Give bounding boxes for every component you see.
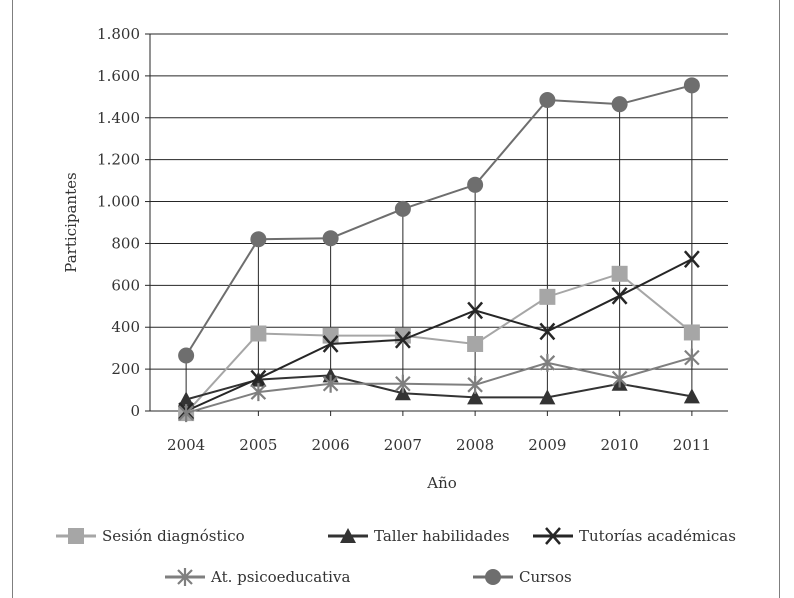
legend-label: Taller habilidades — [374, 527, 510, 545]
x-tick-label: 2009 — [528, 436, 566, 454]
y-tick-label: 1.600 — [97, 67, 140, 85]
x-tick-label: 2006 — [312, 436, 350, 454]
data-point-cursos — [467, 176, 484, 193]
y-tick-label: 600 — [111, 276, 140, 294]
data-point-tutorias-academicas — [322, 335, 339, 353]
data-point-at-psicoeducativa — [250, 383, 267, 402]
legend-marker — [545, 527, 561, 545]
data-point-at-psicoeducativa — [539, 353, 556, 372]
legend-marker — [340, 528, 356, 543]
data-point-sesion-diagnostico — [539, 288, 556, 305]
data-point-at-psicoeducativa — [395, 374, 411, 393]
data-point-at-psicoeducativa — [684, 348, 700, 367]
data-point-tutorias-academicas — [394, 330, 411, 349]
data-point-cursos — [394, 200, 411, 217]
series-cursos — [178, 77, 700, 364]
data-point-at-psicoeducativa — [322, 374, 339, 393]
legend-item-taller-habilidades: Taller habilidades — [328, 527, 510, 545]
data-point-cursos — [178, 347, 195, 364]
legend-item-at-psicoeducativa: At. psicoeducativa — [165, 568, 350, 586]
data-point-tutorias-academicas — [611, 286, 628, 305]
y-tick-label: 400 — [111, 318, 140, 336]
data-point-at-psicoeducativa — [467, 375, 483, 394]
data-point-cursos — [611, 96, 628, 113]
data-point-taller-habilidades — [467, 389, 484, 405]
series-tutorias-academicas — [178, 250, 700, 420]
legend-item-sesion-diagnostico: Sesión diagnóstico — [56, 527, 245, 545]
series-line-sesion-diagnostico — [185, 272, 693, 414]
x-tick-label: 2008 — [456, 436, 494, 454]
data-point-tutorias-academicas — [250, 369, 267, 388]
data-point-taller-habilidades — [178, 391, 195, 407]
legend-label: Tutorías académicas — [579, 527, 736, 545]
data-point-sesion-diagnostico — [467, 335, 484, 352]
data-point-taller-habilidades — [683, 388, 700, 404]
y-tick-label: 1.400 — [97, 109, 140, 127]
data-point-taller-habilidades — [539, 389, 556, 405]
x-tick-label: 2011 — [673, 436, 711, 454]
data-point-at-psicoeducativa — [611, 369, 628, 388]
data-point-tutorias-academicas — [539, 322, 556, 341]
data-point-tutorias-academicas — [467, 301, 484, 320]
series-line-tutorias-academicas — [185, 258, 693, 412]
y-tick-label: 0 — [130, 402, 140, 420]
legend-marker — [485, 569, 501, 585]
y-tick-label: 200 — [111, 360, 140, 378]
x-tick-label: 2007 — [384, 436, 422, 454]
legend-item-cursos: Cursos — [473, 568, 572, 586]
data-point-tutorias-academicas — [683, 250, 700, 268]
x-tick-label: 2005 — [239, 436, 277, 454]
data-point-sesion-diagnostico — [611, 265, 628, 282]
series-line-cursos — [185, 84, 693, 357]
data-point-at-psicoeducativa — [178, 404, 194, 423]
data-point-cursos — [250, 231, 267, 248]
y-tick-label: 800 — [111, 234, 140, 252]
x-axis-title: Año — [426, 474, 457, 492]
legend-marker — [177, 568, 193, 586]
legend-item-tutorias-academicas: Tutorías académicas — [533, 527, 736, 545]
series-line-at-psicoeducativa — [185, 356, 693, 415]
y-tick-label: 1.200 — [97, 151, 140, 169]
x-tick-label: 2004 — [167, 436, 205, 454]
series-at-psicoeducativa — [178, 348, 700, 423]
series-taller-habilidades — [178, 367, 700, 407]
chart-frame — [12, 0, 780, 598]
y-tick-label: 1.000 — [97, 193, 140, 211]
data-point-cursos — [539, 91, 556, 108]
data-point-cursos — [683, 77, 700, 94]
data-point-sesion-diagnostico — [322, 327, 339, 344]
data-point-sesion-diagnostico — [250, 325, 267, 342]
legend-label: At. psicoeducativa — [210, 568, 350, 586]
data-point-cursos — [322, 230, 339, 247]
legend-label: Cursos — [519, 568, 572, 586]
series-sesion-diagnostico — [178, 265, 700, 422]
series-line-taller-habilidades — [185, 374, 693, 401]
y-axis-title: Participantes — [62, 172, 80, 272]
legend-marker — [68, 528, 84, 544]
legend-label: Sesión diagnóstico — [102, 527, 245, 545]
x-tick-label: 2010 — [601, 436, 639, 454]
y-tick-label: 1.800 — [97, 25, 140, 43]
data-point-sesion-diagnostico — [683, 324, 700, 341]
